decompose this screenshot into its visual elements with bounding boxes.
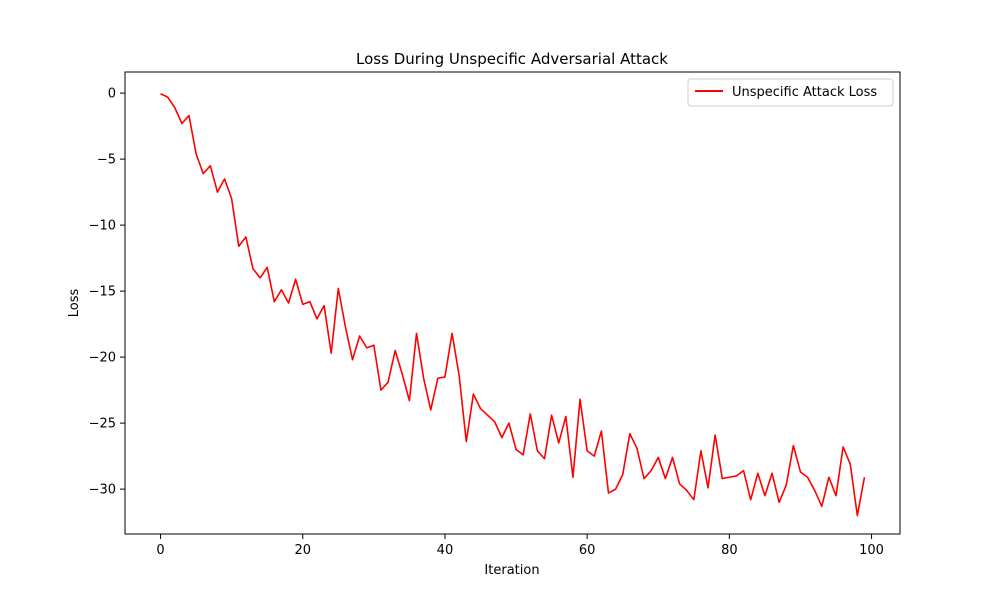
y-tick-label: −20 <box>89 351 116 366</box>
y-axis: 0 −5 −10 −15 −20 −25 −30 <box>89 87 125 498</box>
y-axis-label: Loss <box>67 289 82 318</box>
y-tick-label: −30 <box>89 483 116 498</box>
x-tick-label: 40 <box>437 543 454 558</box>
legend-label: Unspecific Attack Loss <box>732 85 877 100</box>
y-tick-label: −10 <box>89 219 116 234</box>
plot-background <box>125 72 900 534</box>
x-tick-label: 20 <box>294 543 311 558</box>
y-tick-label: −15 <box>89 285 116 300</box>
x-tick-label: 0 <box>156 543 164 558</box>
y-tick-label: −25 <box>89 417 116 432</box>
plot-area <box>125 72 900 534</box>
y-tick-label: −5 <box>97 153 116 168</box>
series-layer <box>160 93 866 517</box>
x-axis-label: Iteration <box>484 563 539 578</box>
x-tick-label: 80 <box>721 543 738 558</box>
legend: Unspecific Attack Loss <box>687 78 894 107</box>
axes-frame <box>124 71 901 535</box>
series-line-0 <box>160 93 866 517</box>
x-axis: 0 20 40 60 80 100 <box>156 534 884 558</box>
axes-border <box>124 71 901 535</box>
legend-box <box>687 78 894 107</box>
x-tick-label: 60 <box>579 543 596 558</box>
chart-title: Loss During Unspecific Adversarial Attac… <box>356 50 668 68</box>
x-tick-label: 100 <box>859 543 884 558</box>
y-tick-label: 0 <box>108 87 116 102</box>
